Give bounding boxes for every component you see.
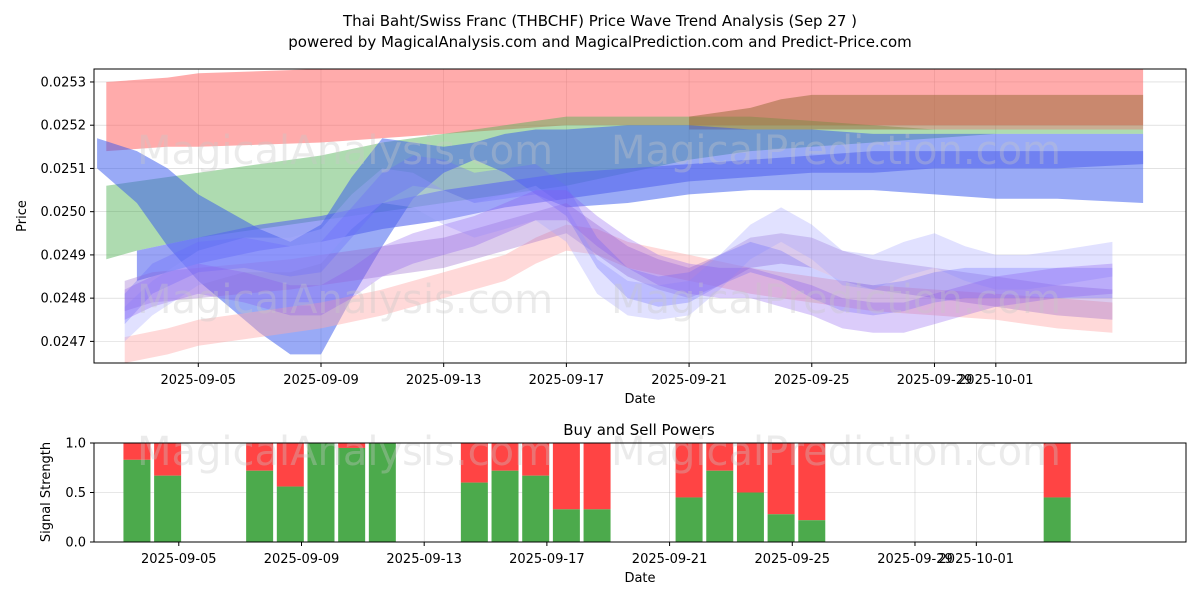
buy-power-bar xyxy=(1043,497,1071,542)
price-x-tick-label: 2025-09-21 xyxy=(651,373,727,388)
band-pink-lower xyxy=(124,224,1113,363)
chart-title: Thai Baht/Swiss Franc (THBCHF) Price Wav… xyxy=(342,12,857,30)
sell-power-bar xyxy=(767,443,795,515)
price-bands xyxy=(97,69,1144,363)
sell-power-bar xyxy=(491,443,519,471)
watermark-analysis: MagicalAnalysis.com xyxy=(137,277,553,323)
buy-power-bar xyxy=(736,492,764,542)
watermark-analysis: MagicalAnalysis.com xyxy=(137,128,553,174)
buy-power-bar xyxy=(368,443,396,542)
sell-power-bar xyxy=(276,443,304,487)
signal-y-tick-label: 0.5 xyxy=(65,486,86,501)
price-x-tick-label: 2025-09-05 xyxy=(161,373,237,388)
buy-power-bar xyxy=(583,509,611,542)
price-x-tick-label: 2025-09-09 xyxy=(283,373,359,388)
signal-x-tick-label: 2025-09-09 xyxy=(264,552,340,567)
watermark-prediction: MagicalPrediction.com xyxy=(611,429,1061,475)
buy-power-bar xyxy=(338,447,366,542)
price-plot-frame xyxy=(93,68,1187,364)
signal-bars xyxy=(123,443,1071,542)
sell-power-bar xyxy=(338,443,366,448)
band-purple-wave xyxy=(124,203,1113,320)
watermark-prediction: MagicalPrediction.com xyxy=(611,128,1061,174)
signal-x-tick-label: 2025-09-13 xyxy=(386,552,462,567)
signal-axes: 2025-09-05 2025-09-09 2025-09-13 2025-09-17… xyxy=(65,437,1014,568)
signal-x-axis-label: Date xyxy=(624,571,655,586)
price-y-tick-label: 0.0251 xyxy=(41,162,87,177)
signal-x-tick-label: 2025-10-01 xyxy=(939,552,1015,567)
band-lavender-wave xyxy=(124,168,1113,342)
price-y-tick-label: 0.0253 xyxy=(41,75,87,90)
buy-power-bar xyxy=(798,520,826,542)
sell-power-bar xyxy=(1043,443,1071,498)
signal-x-tick-label: 2025-09-25 xyxy=(754,552,830,567)
price-y-tick-label: 0.0252 xyxy=(41,119,87,134)
signal-watermarks: MagicalAnalysis.com MagicalPrediction.co… xyxy=(137,429,1061,475)
sell-power-bar xyxy=(246,443,274,471)
band-green xyxy=(106,116,1144,260)
chart-subtitle: powered by MagicalAnalysis.com and Magic… xyxy=(288,33,912,51)
buy-power-bar xyxy=(154,475,182,542)
signal-y-axis-label: Signal Strength xyxy=(39,442,54,542)
sell-power-bar xyxy=(736,443,764,493)
signal-y-tick-label: 1.0 xyxy=(65,437,86,452)
buy-power-bar xyxy=(552,509,580,542)
price-x-tick-label: 2025-09-17 xyxy=(529,373,605,388)
signal-x-tick-label: 2025-09-17 xyxy=(509,552,585,567)
buy-power-bar xyxy=(460,482,488,542)
price-x-tick-label: 2025-10-01 xyxy=(958,373,1034,388)
watermark-analysis: MagicalAnalysis.com xyxy=(137,429,553,475)
sell-power-bar xyxy=(154,443,182,476)
band-brown-upper xyxy=(689,94,1144,130)
band-red-upper xyxy=(106,69,1144,152)
signal-x-tick-label: 2025-09-21 xyxy=(632,552,708,567)
sell-power-bar xyxy=(123,443,151,460)
price-axes: 2025-09-05 2025-09-09 2025-09-13 2025-09-17… xyxy=(41,75,1034,388)
buy-power-bar xyxy=(307,443,335,542)
price-x-tick-label: 2025-09-25 xyxy=(774,373,850,388)
buy-power-bar xyxy=(767,514,795,542)
buy-power-bar xyxy=(123,459,151,542)
buy-power-bar xyxy=(675,497,703,542)
signal-x-tick-label: 2025-09-29 xyxy=(877,552,953,567)
band-blue-dark xyxy=(97,125,1144,355)
price-x-tick-label: 2025-09-29 xyxy=(897,373,973,388)
band-blue-wave xyxy=(124,155,1113,325)
price-y-tick-label: 0.0250 xyxy=(41,205,87,220)
sell-power-bar xyxy=(798,443,826,521)
price-x-tick-label: 2025-09-13 xyxy=(406,373,482,388)
buy-power-bar xyxy=(276,486,304,542)
price-y-tick-label: 0.0247 xyxy=(41,335,87,350)
signal-chart-title: Buy and Sell Powers xyxy=(563,421,715,439)
sell-power-bar xyxy=(675,443,703,498)
signal-x-tick-label: 2025-09-05 xyxy=(141,552,217,567)
buy-power-bar xyxy=(246,470,274,542)
watermark-prediction: MagicalPrediction.com xyxy=(611,277,1061,323)
price-watermarks: MagicalAnalysis.com MagicalPrediction.co… xyxy=(137,128,1061,323)
sell-power-bar xyxy=(706,443,734,471)
price-y-tick-label: 0.0249 xyxy=(41,248,87,263)
price-y-axis-label: Price xyxy=(15,200,30,232)
band-violet-wave xyxy=(124,190,1113,333)
buy-power-bar xyxy=(706,470,734,542)
buy-power-bar xyxy=(522,475,550,542)
price-x-axis-label: Date xyxy=(624,392,655,407)
buy-power-bar xyxy=(491,470,519,542)
signal-y-tick-label: 0.0 xyxy=(65,536,86,551)
sell-power-bar xyxy=(583,443,611,510)
band-blue-upper-trend xyxy=(136,151,1144,281)
price-y-tick-label: 0.0248 xyxy=(41,292,87,307)
sell-power-bar xyxy=(522,443,550,476)
sell-power-bar xyxy=(460,443,488,483)
sell-power-bar xyxy=(552,443,580,510)
